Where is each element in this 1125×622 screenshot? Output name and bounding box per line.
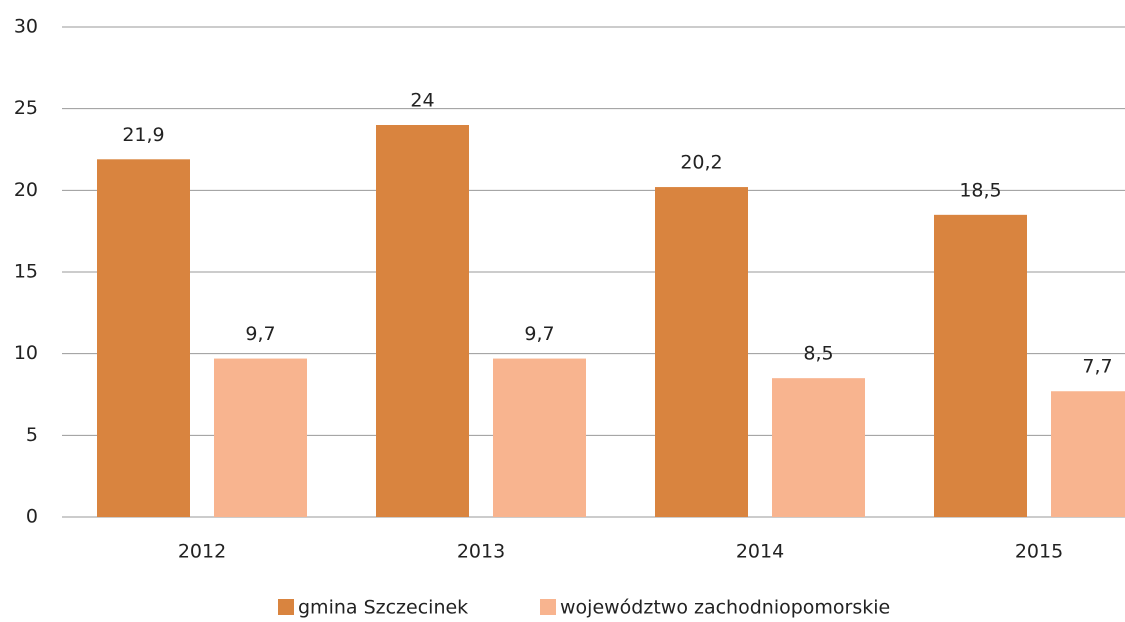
- y-tick-label: 15: [14, 261, 38, 283]
- bar: [655, 187, 748, 518]
- data-label: 9,7: [245, 323, 275, 345]
- bar: [493, 358, 586, 517]
- legend-swatch: [540, 599, 556, 615]
- data-label: 9,7: [524, 323, 554, 345]
- bar: [97, 159, 190, 518]
- y-tick-label: 5: [26, 424, 38, 446]
- data-label: 21,9: [122, 124, 164, 146]
- x-tick-label: 2014: [736, 541, 784, 563]
- x-tick-label: 2013: [457, 541, 505, 563]
- legend: gmina Szczecinek województwo zachodniopo…: [278, 597, 890, 619]
- legend-label: województwo zachodniopomorskie: [560, 597, 890, 619]
- x-tick-label: 2015: [1015, 541, 1063, 563]
- bar: [1051, 391, 1125, 517]
- bar: [772, 378, 865, 517]
- data-label: 18,5: [959, 179, 1001, 201]
- y-tick-label: 10: [14, 342, 38, 364]
- y-tick-label: 30: [14, 16, 38, 38]
- data-label: 8,5: [803, 343, 833, 365]
- y-tick-label: 0: [26, 506, 38, 528]
- bar: [934, 214, 1027, 518]
- x-tick-label: 2012: [178, 541, 226, 563]
- legend-swatch: [278, 599, 294, 615]
- legend-label: gmina Szczecinek: [298, 597, 468, 619]
- bar: [214, 358, 307, 517]
- data-label: 24: [410, 90, 434, 112]
- bar: [376, 125, 469, 517]
- data-label: 20,2: [680, 152, 722, 174]
- y-tick-label: 20: [14, 179, 38, 201]
- data-label: 7,7: [1082, 356, 1112, 378]
- y-tick-label: 25: [14, 97, 38, 119]
